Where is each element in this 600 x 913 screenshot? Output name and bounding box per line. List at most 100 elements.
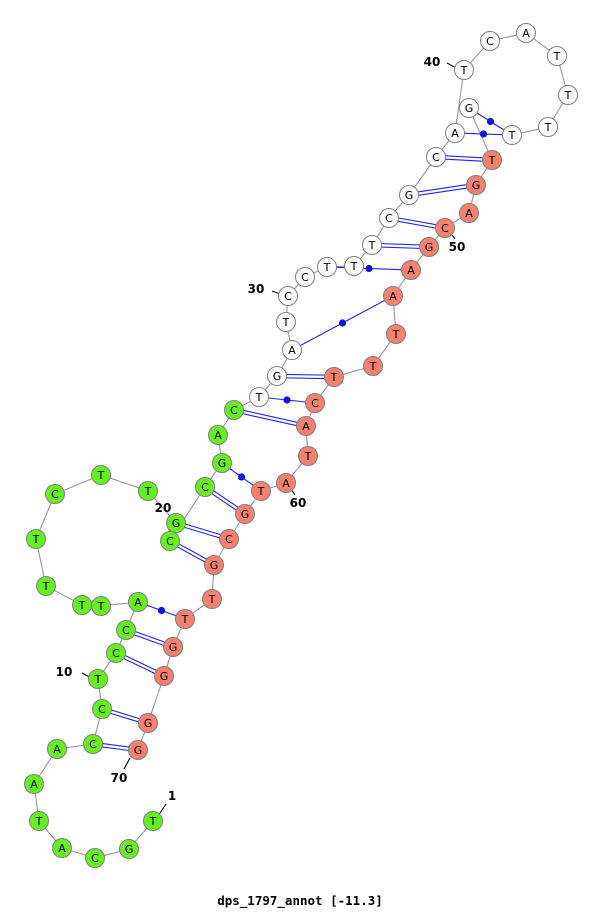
- nucleotide-circle[interactable]: [47, 739, 67, 759]
- nucleotide-circle[interactable]: [88, 669, 108, 689]
- nucleotide-8[interactable]: C: [83, 734, 103, 754]
- nucleotide-41[interactable]: C: [480, 31, 500, 51]
- nucleotide-22[interactable]: C: [160, 531, 180, 551]
- nucleotide-50[interactable]: A: [459, 203, 479, 223]
- nucleotide-52[interactable]: G: [419, 237, 439, 257]
- nucleotide-38[interactable]: C: [426, 147, 446, 167]
- nucleotide-11[interactable]: C: [106, 643, 126, 663]
- nucleotide-circle[interactable]: [85, 848, 105, 868]
- nucleotide-27[interactable]: T: [249, 387, 269, 407]
- nucleotide-54[interactable]: A: [383, 286, 403, 306]
- nucleotide-9[interactable]: C: [92, 699, 112, 719]
- nucleotide-circle[interactable]: [399, 185, 419, 205]
- nucleotide-21[interactable]: G: [166, 513, 186, 533]
- nucleotide-44[interactable]: T: [558, 85, 578, 105]
- nucleotide-62[interactable]: T: [251, 481, 271, 501]
- nucleotide-45[interactable]: T: [538, 117, 558, 137]
- nucleotide-6[interactable]: A: [24, 774, 44, 794]
- nucleotide-14[interactable]: T: [91, 596, 111, 616]
- nucleotide-15[interactable]: T: [72, 595, 92, 615]
- nucleotide-17[interactable]: T: [26, 529, 46, 549]
- nucleotide-circle[interactable]: [459, 98, 479, 118]
- nucleotide-63[interactable]: G: [235, 504, 255, 524]
- nucleotide-circle[interactable]: [212, 453, 232, 473]
- nucleotide-32[interactable]: C: [295, 267, 315, 287]
- nucleotide-circle[interactable]: [224, 400, 244, 420]
- nucleotide-34[interactable]: T: [344, 256, 364, 276]
- nucleotide-circle[interactable]: [154, 666, 174, 686]
- nucleotide-43[interactable]: T: [547, 46, 567, 66]
- nucleotide-20[interactable]: T: [138, 481, 158, 501]
- nucleotide-circle[interactable]: [482, 150, 502, 170]
- nucleotide-circle[interactable]: [502, 125, 522, 145]
- nucleotide-46[interactable]: T: [502, 125, 522, 145]
- nucleotide-10[interactable]: T: [88, 669, 108, 689]
- nucleotide-5[interactable]: T: [29, 811, 49, 831]
- nucleotide-circle[interactable]: [202, 589, 222, 609]
- nucleotide-circle[interactable]: [91, 465, 111, 485]
- nucleotide-70[interactable]: G: [138, 713, 158, 733]
- nucleotide-circle[interactable]: [278, 286, 298, 306]
- nucleotide-circle[interactable]: [106, 643, 126, 663]
- nucleotide-12[interactable]: C: [116, 620, 136, 640]
- nucleotide-71[interactable]: G: [128, 740, 148, 760]
- nucleotide-circle[interactable]: [317, 257, 337, 277]
- nucleotide-circle[interactable]: [445, 123, 465, 143]
- nucleotide-circle[interactable]: [276, 312, 296, 332]
- nucleotide-circle[interactable]: [344, 256, 364, 276]
- nucleotide-circle[interactable]: [296, 416, 316, 436]
- nucleotide-circle[interactable]: [480, 31, 500, 51]
- nucleotide-circle[interactable]: [538, 117, 558, 137]
- nucleotide-65[interactable]: G: [204, 555, 224, 575]
- nucleotide-circle[interactable]: [516, 23, 536, 43]
- nucleotide-circle[interactable]: [166, 513, 186, 533]
- nucleotide-4[interactable]: A: [52, 838, 72, 858]
- nucleotide-47[interactable]: G: [459, 98, 479, 118]
- nucleotide-circle[interactable]: [175, 609, 195, 629]
- nucleotide-circle[interactable]: [282, 340, 302, 360]
- nucleotide-circle[interactable]: [363, 356, 383, 376]
- nucleotide-7[interactable]: A: [47, 739, 67, 759]
- nucleotide-circle[interactable]: [383, 286, 403, 306]
- nucleotide-33[interactable]: T: [317, 257, 337, 277]
- nucleotide-circle[interactable]: [45, 484, 65, 504]
- nucleotide-circle[interactable]: [116, 620, 136, 640]
- nucleotide-circle[interactable]: [138, 481, 158, 501]
- nucleotide-18[interactable]: C: [45, 484, 65, 504]
- nucleotide-40[interactable]: T: [454, 60, 474, 80]
- nucleotide-29[interactable]: A: [282, 340, 302, 360]
- nucleotide-60[interactable]: T: [298, 446, 318, 466]
- nucleotide-circle[interactable]: [128, 740, 148, 760]
- nucleotide-19[interactable]: T: [91, 465, 111, 485]
- nucleotide-64[interactable]: C: [219, 529, 239, 549]
- nucleotide-16[interactable]: T: [36, 576, 56, 596]
- nucleotide-13[interactable]: A: [128, 592, 148, 612]
- nucleotide-circle[interactable]: [29, 811, 49, 831]
- nucleotide-circle[interactable]: [435, 218, 455, 238]
- nucleotide-66[interactable]: T: [202, 589, 222, 609]
- nucleotide-circle[interactable]: [195, 477, 215, 497]
- nucleotide-circle[interactable]: [426, 147, 446, 167]
- nucleotide-circle[interactable]: [163, 637, 183, 657]
- nucleotide-3[interactable]: C: [85, 848, 105, 868]
- nucleotide-circle[interactable]: [119, 839, 139, 859]
- nucleotide-circle[interactable]: [251, 481, 271, 501]
- nucleotide-circle[interactable]: [276, 473, 296, 493]
- nucleotide-55[interactable]: T: [386, 324, 406, 344]
- nucleotide-37[interactable]: G: [399, 185, 419, 205]
- nucleotide-circle[interactable]: [379, 208, 399, 228]
- nucleotide-circle[interactable]: [160, 531, 180, 551]
- nucleotide-39[interactable]: A: [445, 123, 465, 143]
- nucleotide-23[interactable]: C: [195, 477, 215, 497]
- nucleotide-36[interactable]: C: [379, 208, 399, 228]
- nucleotide-2[interactable]: G: [119, 839, 139, 859]
- nucleotide-circle[interactable]: [36, 576, 56, 596]
- nucleotide-circle[interactable]: [92, 699, 112, 719]
- nucleotide-circle[interactable]: [466, 175, 486, 195]
- nucleotide-24[interactable]: G: [212, 453, 232, 473]
- nucleotide-1[interactable]: T: [143, 811, 163, 831]
- nucleotide-51[interactable]: C: [435, 218, 455, 238]
- nucleotide-circle[interactable]: [128, 592, 148, 612]
- nucleotide-69[interactable]: G: [154, 666, 174, 686]
- nucleotide-35[interactable]: T: [362, 235, 382, 255]
